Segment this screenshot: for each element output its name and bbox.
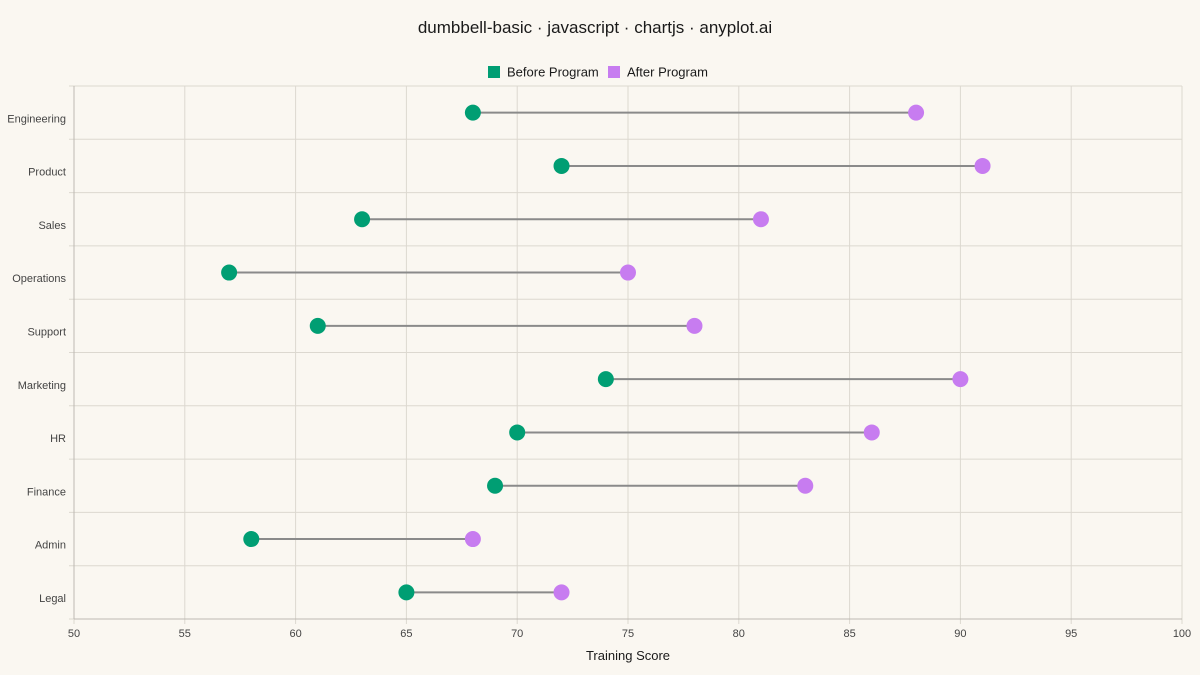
after-point [620, 264, 636, 281]
x-tick-label: 85 [843, 628, 855, 640]
y-tick-label: Sales [38, 220, 66, 232]
x-tick-label: 55 [179, 628, 191, 640]
before-point [243, 531, 260, 548]
after-point [952, 371, 969, 388]
x-tick-label: 95 [1065, 628, 1077, 640]
before-point [464, 104, 481, 121]
axes [73, 86, 1182, 620]
x-tick-label: 80 [733, 628, 745, 640]
y-tick-label: HR [50, 433, 66, 445]
x-tick-label: 60 [289, 628, 301, 640]
y-tick-label: Engineering [7, 113, 66, 125]
after-point [863, 424, 880, 441]
before-point [309, 317, 326, 334]
legend-swatch-before [488, 66, 500, 78]
before-point [553, 157, 570, 174]
data-points [221, 104, 991, 601]
y-tick-label: Operations [12, 273, 66, 285]
x-tick-label: 90 [954, 628, 966, 640]
before-point [597, 371, 614, 388]
tick-labels: 50 55 60 65 70 75 80 85 90 95 100 Engineering Produc… [7, 113, 1191, 640]
legend-item-after[interactable]: After Program [608, 65, 708, 80]
chart-title: dumbbell-basic · javascript · chartjs · … [418, 18, 772, 37]
legend: Before Program After Program [488, 65, 708, 80]
after-point [752, 211, 769, 228]
x-tick-label: 65 [400, 628, 412, 640]
x-tick-label: 50 [68, 628, 80, 640]
before-point [398, 584, 415, 601]
after-point [553, 584, 570, 601]
y-tick-label: Product [28, 167, 66, 179]
legend-swatch-after [608, 66, 620, 78]
y-tick-label: Admin [35, 540, 66, 552]
after-point [797, 477, 814, 494]
connectors [229, 111, 983, 594]
legend-item-before[interactable]: Before Program [488, 65, 599, 80]
after-point [908, 104, 925, 121]
before-point [509, 424, 526, 441]
y-tick-label: Finance [27, 486, 66, 498]
x-tick-label: 70 [511, 628, 523, 640]
y-tick-label: Support [27, 327, 66, 339]
after-point [686, 317, 703, 334]
legend-label-after: After Program [627, 65, 708, 80]
before-point [221, 264, 238, 281]
after-point [464, 531, 481, 548]
after-point [974, 157, 991, 174]
x-tick-label: 75 [622, 628, 634, 640]
x-tick-label: 100 [1173, 628, 1191, 640]
x-axis-title: Training Score [586, 648, 670, 663]
y-tick-label: Legal [39, 593, 66, 605]
legend-label-before: Before Program [507, 65, 599, 80]
before-point [487, 477, 504, 494]
before-point [354, 211, 371, 228]
y-tick-label: Marketing [18, 380, 66, 392]
